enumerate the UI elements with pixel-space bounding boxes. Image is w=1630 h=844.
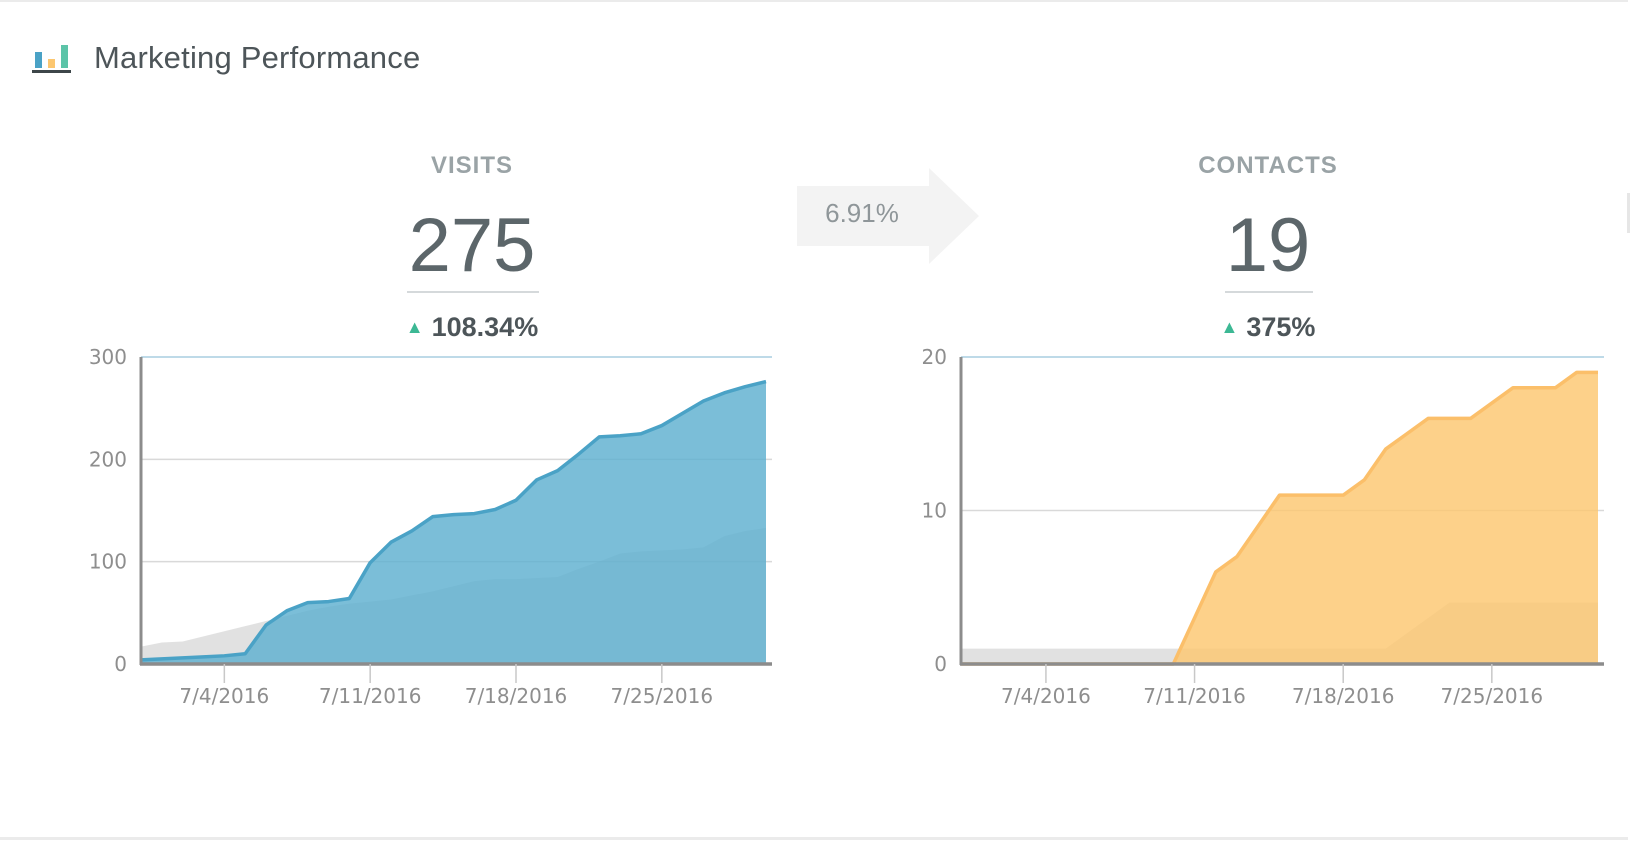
x-tick-label: 7/25/2016 [611,684,714,708]
y-tick-label: 300 [89,345,127,369]
y-tick-label: 200 [89,447,127,471]
visits-label: VISITS [430,152,514,179]
contacts-chart: 0 10 20 7/4/2016 7/11/2016 7/18/2016 7/25/2016 [922,345,1604,708]
conversion-rate: 6.91% [825,198,899,228]
contacts-change: ▲ 375% [1118,312,1418,343]
x-tick-label: 7/11/2016 [1143,684,1246,708]
contacts-label: CONTACTS [1198,152,1338,179]
y-tick-label: 100 [89,550,127,574]
visits-change: ▲ 108.34% [322,312,622,343]
x-tick-label: 7/11/2016 [319,684,422,708]
contacts-change-value: 375% [1246,312,1316,342]
y-tick-label: 20 [922,345,947,369]
card-header: Marketing Performance [32,40,420,76]
bar-chart-icon [32,45,71,73]
x-tick-label: 7/18/2016 [1292,684,1395,708]
next-panel-edge [1627,193,1630,233]
visits-change-value: 108.34% [431,312,539,342]
up-arrow-icon: ▲ [1220,317,1239,337]
current-period-line [140,379,767,662]
visits-chart: 0 100 200 300 7/4/2016 7/11/2016 7/18/2016 7/25… [89,345,772,708]
y-tick-label: 0 [114,652,127,676]
current-period-area [961,372,1598,664]
x-tick-label: 7/4/2016 [179,684,269,708]
contacts-value: 19 [1225,203,1311,288]
y-tick-label: 10 [922,499,947,523]
x-tick-label: 7/4/2016 [1001,684,1091,708]
card-title: Marketing Performance [94,40,421,75]
up-arrow-icon: ▲ [405,317,424,337]
contacts-divider [1225,291,1313,293]
current-period-area [141,381,766,664]
conversion-arrow [797,168,979,264]
x-tick-label: 7/18/2016 [465,684,568,708]
visits-divider [407,291,539,293]
y-tick-label: 0 [934,652,947,676]
x-tick-label: 7/25/2016 [1441,684,1544,708]
visits-value: 275 [408,203,536,288]
